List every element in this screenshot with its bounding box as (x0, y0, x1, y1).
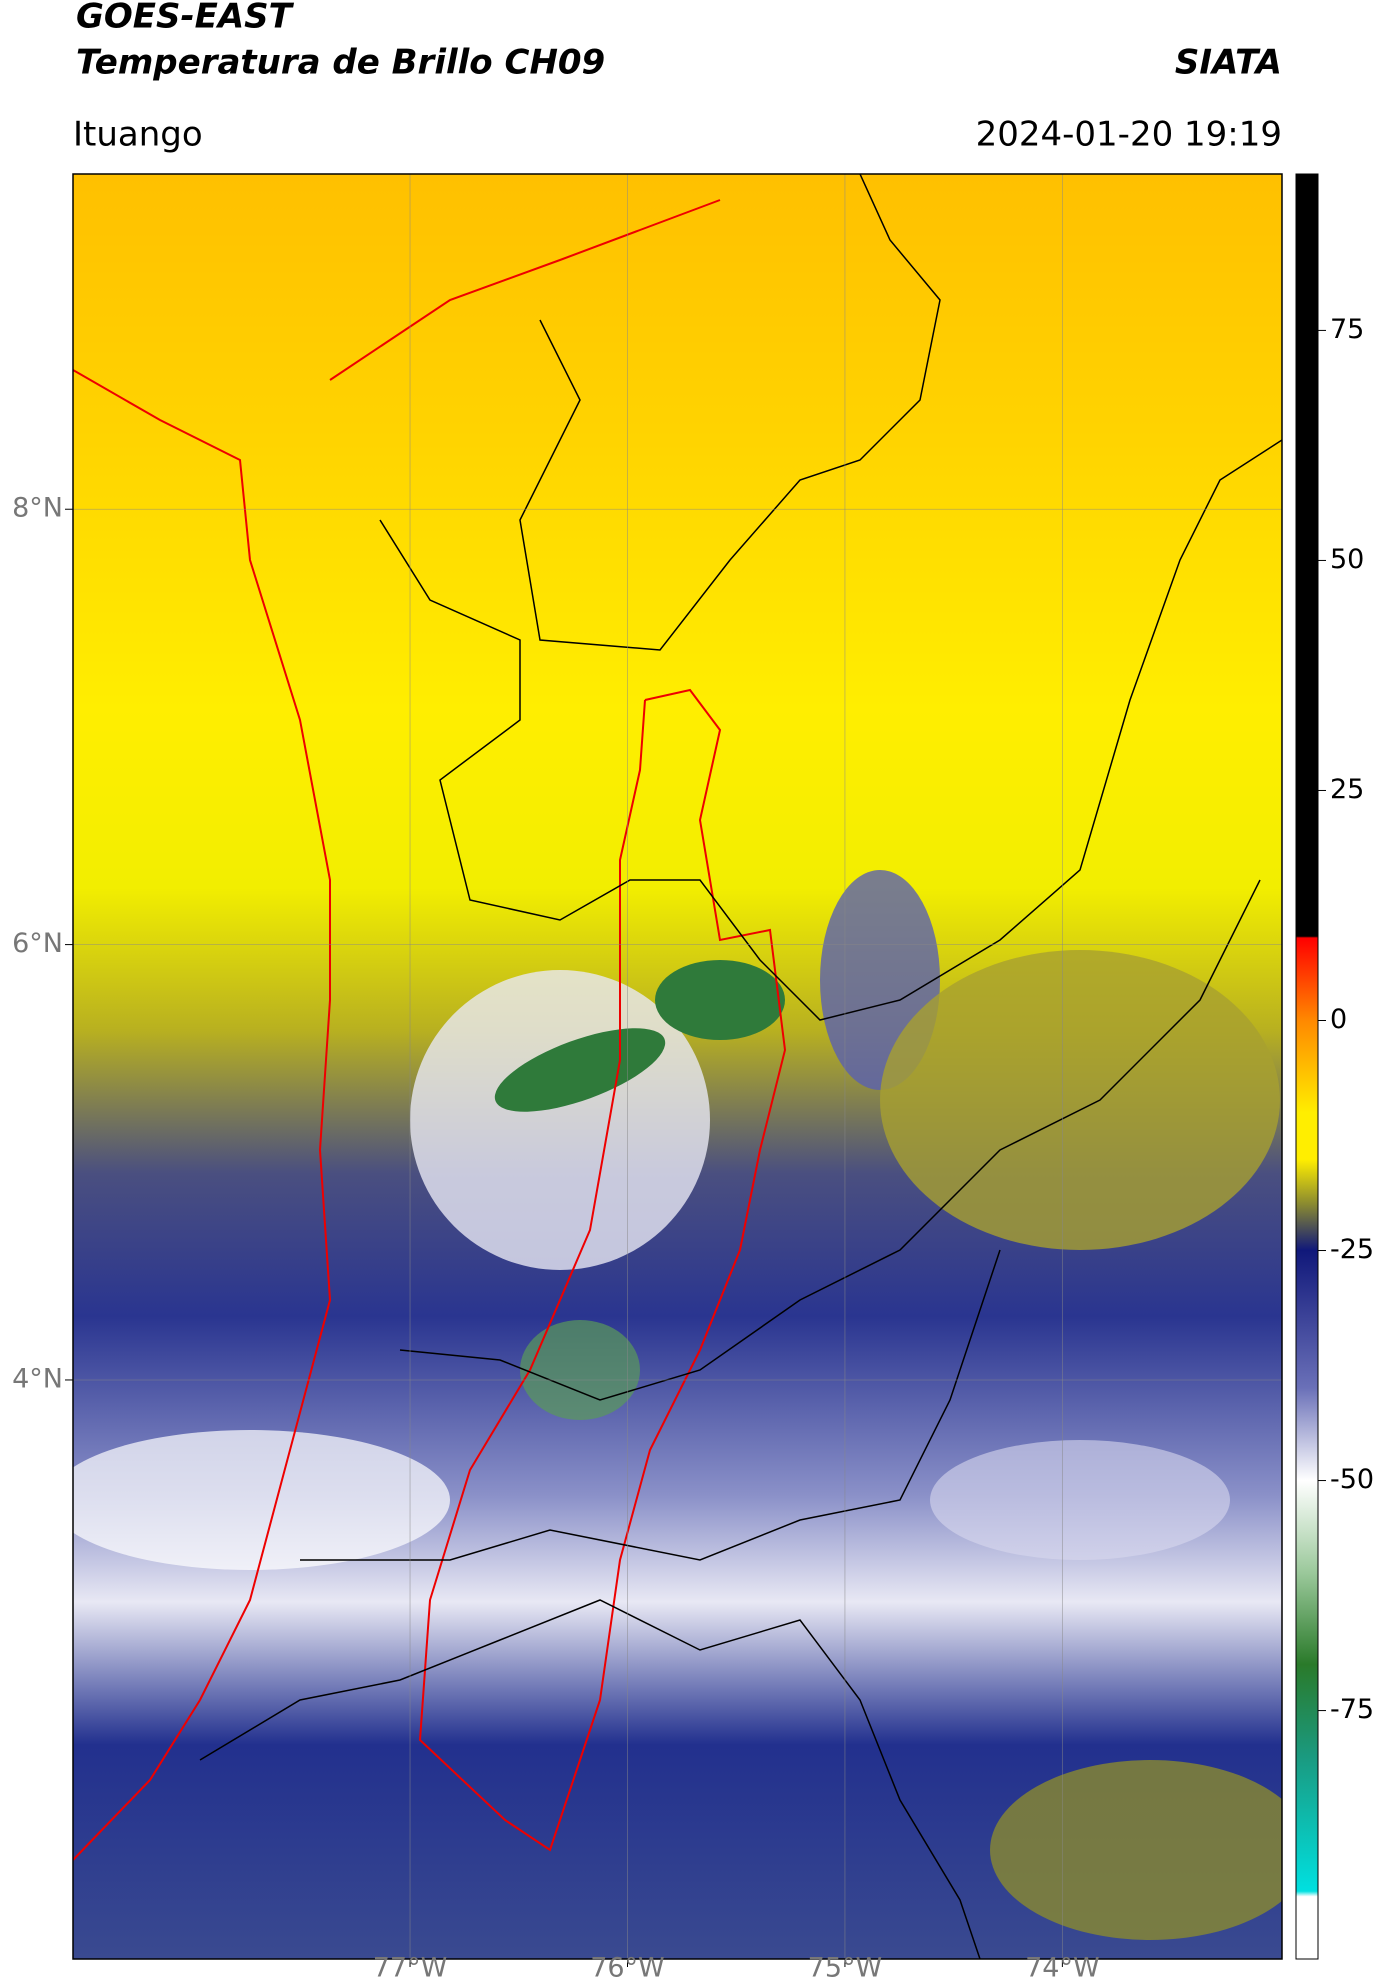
lat-tick-label: 4°N (12, 1363, 63, 1394)
location: Ituango (73, 115, 203, 155)
title: GOES-EAST (76, 0, 295, 37)
colorbar-tick-label: -75 (1330, 1694, 1374, 1725)
lat-tick-label: 8°N (12, 493, 63, 524)
subtitle: Temperatura de Brillo CH09 (76, 43, 605, 83)
colorbar-tick-label: 0 (1330, 1004, 1347, 1035)
colorbar-tick-label: 50 (1330, 544, 1364, 575)
map-frame (72, 173, 1283, 1960)
graticule (65, 174, 1282, 1967)
lat-tick-label: 6°N (12, 928, 63, 959)
lon-tick-label: 76°W (590, 1953, 665, 1982)
lon-tick-label: 77°W (373, 1953, 448, 1982)
satellite-image (73, 174, 1282, 1959)
brand: SIATA (1175, 43, 1282, 83)
colorbar-tick-label: -50 (1330, 1464, 1374, 1495)
colorbar-tick-label: 75 (1330, 314, 1364, 345)
colorbar (1295, 173, 1319, 1960)
datetime: 2024-01-20 19:19 (976, 115, 1282, 155)
colorbar-tick-label: 25 (1330, 774, 1364, 805)
lon-tick-label: 75°W (808, 1953, 883, 1982)
colorbar-tick-label: -25 (1330, 1234, 1374, 1265)
lon-tick-label: 74°W (1025, 1953, 1100, 1982)
